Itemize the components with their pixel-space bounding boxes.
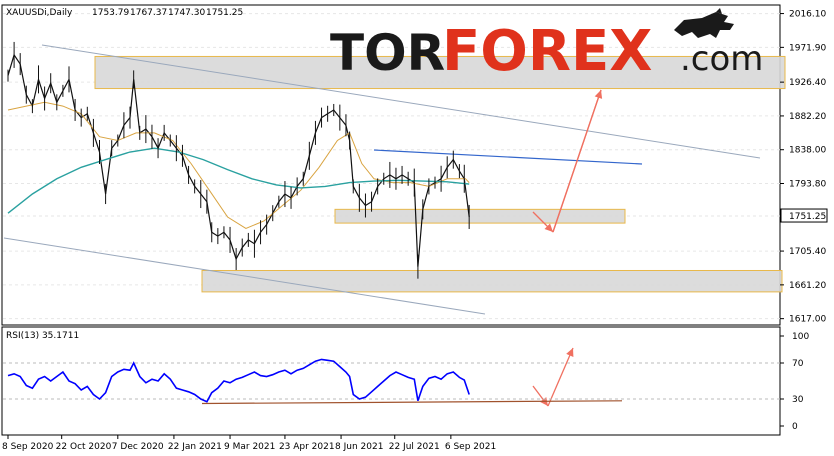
date-tick-label: 22 Jul 2021: [389, 442, 440, 452]
price-zone: [201, 269, 783, 293]
rsi-arrow-up-head: [566, 348, 574, 357]
price-tick-label: 1793.80: [789, 179, 826, 189]
open-value: 1753.79: [92, 8, 129, 18]
arrow-up-main-head: [594, 90, 603, 99]
rsi-support-line: [201, 400, 623, 405]
rsi-tick-label: 100: [792, 332, 809, 342]
price-tick-label: 1971.90: [789, 43, 826, 53]
logo-part-tor: TOR: [330, 24, 445, 82]
date-tick-label: 7 Dec 2020: [112, 442, 164, 452]
bull-icon: [674, 8, 734, 38]
price-tick-label: 2016.10: [789, 10, 826, 20]
rsi-tick-label: 0: [792, 422, 798, 432]
arrow-down-head: [544, 223, 553, 232]
arrow-up-main: [552, 89, 602, 233]
channel-line-lower: [3, 237, 486, 315]
price-tick-label: 1838.00: [789, 146, 826, 156]
rsi-arrow-up: [547, 347, 574, 407]
resistance-line: [373, 149, 643, 165]
price-tick-label: 1705.40: [789, 247, 826, 257]
rsi-tick-label: 30: [792, 395, 804, 405]
date-tick-label: 8 Jun 2021: [335, 442, 383, 452]
close-value: 1751.25: [206, 8, 243, 18]
rsi-label: RSI(13) 35.1711: [6, 331, 79, 341]
channel-line-upper: [41, 44, 761, 159]
rsi-tick-label: 70: [792, 359, 804, 369]
date-tick-label: 6 Sep 2021: [445, 442, 496, 452]
symbol-label: XAUUSDi,Daily: [6, 8, 73, 18]
date-tick-label: 22 Jan 2021: [168, 442, 222, 452]
logo-part-com: .com: [680, 39, 763, 79]
price-tick-label: 1882.20: [789, 112, 826, 122]
high-value: 1767.37: [130, 8, 167, 18]
torforex-logo: TOR FOREX .com: [330, 8, 763, 84]
price-tick-label: 1617.00: [789, 315, 826, 325]
logo-part-forex: FOREX: [442, 19, 652, 84]
moving-average-50: [7, 101, 470, 229]
current-price-label: 1751.25: [789, 212, 826, 222]
low-value: 1747.30: [168, 8, 205, 18]
moving-average-200: [7, 147, 470, 214]
date-tick-label: 9 Mar 2021: [224, 442, 275, 452]
date-tick-label: 23 Apr 2021: [279, 442, 335, 452]
rsi-panel: [1, 326, 781, 436]
price-tick-label: 1926.40: [789, 78, 826, 88]
current-price-marker: 1751.25: [780, 208, 828, 223]
date-tick-label: 22 Oct 2020: [56, 442, 112, 452]
price-zone: [94, 55, 786, 90]
rsi-line: [7, 358, 470, 403]
price-tick-label: 1661.20: [789, 281, 826, 291]
price-zone: [334, 208, 626, 224]
date-tick-label: 8 Sep 2020: [2, 442, 54, 452]
